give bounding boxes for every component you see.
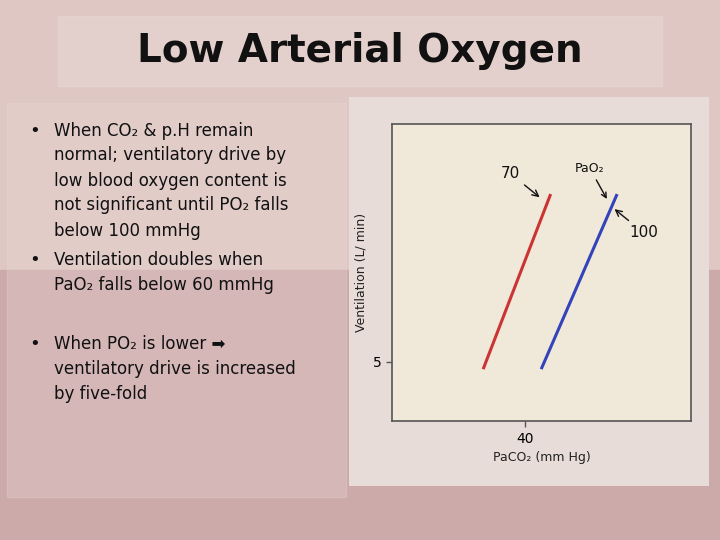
- Text: Ventilation doubles when
PaO₂ falls below 60 mmHg: Ventilation doubles when PaO₂ falls belo…: [54, 251, 274, 294]
- Bar: [7, 103, 346, 497]
- Text: Low Arterial Oxygen: Low Arterial Oxygen: [138, 32, 582, 70]
- Text: •: •: [29, 335, 40, 353]
- Text: •: •: [29, 251, 40, 269]
- Text: When PO₂ is lower ➡
ventilatory drive is increased
by five-fold: When PO₂ is lower ➡ ventilatory drive is…: [54, 335, 296, 403]
- Text: •: •: [29, 122, 40, 139]
- Text: PaO₂: PaO₂: [575, 161, 606, 198]
- Bar: [0, 270, 720, 540]
- Bar: [0, 0, 720, 270]
- X-axis label: PaCO₂ (mm Hg): PaCO₂ (mm Hg): [493, 451, 590, 464]
- Text: 70: 70: [500, 166, 539, 197]
- Bar: [349, 97, 709, 486]
- Y-axis label: Ventilation (L/ min): Ventilation (L/ min): [355, 213, 368, 332]
- Text: When CO₂ & p.H remain
normal; ventilatory drive by
low blood oxygen content is
n: When CO₂ & p.H remain normal; ventilator…: [54, 122, 289, 240]
- Bar: [58, 16, 662, 86]
- Text: 100: 100: [616, 210, 658, 240]
